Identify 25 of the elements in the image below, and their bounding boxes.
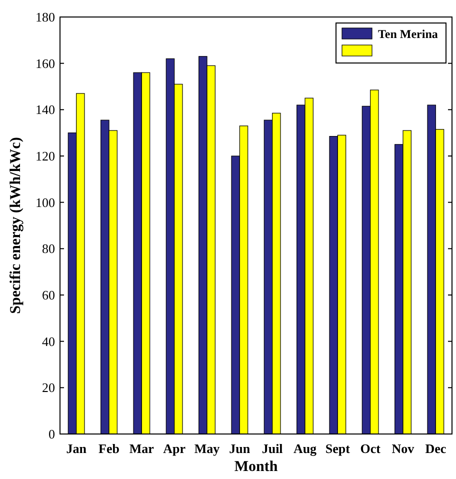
y-tick-label: 40	[42, 334, 55, 349]
x-tick-label: Aug	[293, 441, 318, 456]
y-axis-title: Specific energy (kWh/kWc)	[8, 137, 24, 314]
x-tick-label: Feb	[98, 441, 120, 456]
x-tick-label: Sept	[325, 441, 351, 456]
y-tick-label: 180	[36, 10, 55, 25]
x-tick-label: Jun	[229, 441, 251, 456]
x-tick-label: Dec	[425, 441, 446, 456]
y-tick-label: 0	[48, 426, 55, 442]
x-tick-label: Nov	[392, 441, 415, 456]
x-tick-label: Juil	[262, 441, 284, 456]
y-tick-label: 120	[36, 148, 55, 164]
y-tick-label: 80	[42, 241, 55, 256]
y-tick-label: 60	[42, 288, 55, 303]
x-tick-label: Oct	[360, 441, 382, 456]
x-axis-title: Month	[234, 459, 278, 475]
y-tick-label: 160	[36, 56, 55, 71]
x-tick-label: Apr	[163, 441, 186, 456]
x-tick-label: May	[194, 441, 220, 456]
y-tick-label: 140	[36, 102, 55, 118]
legend-label: Ten Merina	[378, 27, 438, 42]
x-tick-label: Jan	[66, 441, 88, 456]
y-tick-label: 100	[36, 194, 55, 210]
y-tick-label: 20	[42, 380, 55, 396]
x-tick-label: Mar	[129, 441, 154, 456]
